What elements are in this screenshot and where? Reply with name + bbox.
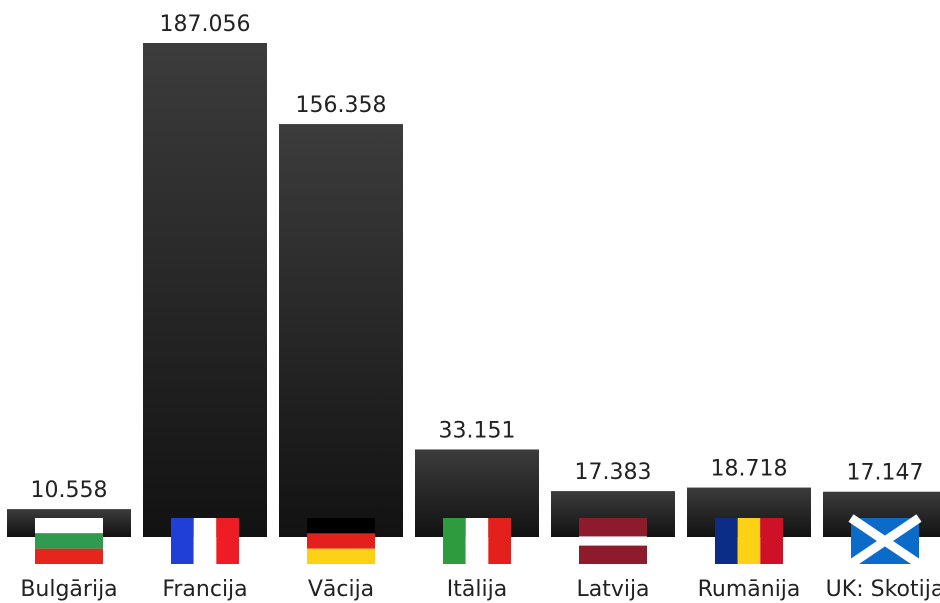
france-flag-icon [171,518,239,564]
flag-stripe [579,518,647,537]
flag-stripe [760,518,783,564]
category-label: Francija [162,577,247,602]
flag-stripe [307,533,375,549]
flag-stripe [307,518,375,534]
flag-stripe [443,518,466,564]
latvia-flag-icon [579,518,647,564]
category-label: Latvija [576,577,649,602]
flag-stripe [35,533,103,549]
flag-stripe [307,548,375,564]
flag-stripe [737,518,761,564]
value-labels-group: 10.558 187.056 156.358 33.151 17.383 18.718 17… [31,12,924,503]
category-label: Itālija [447,577,507,602]
category-label: Rumānija [698,577,801,602]
italy-flag-icon [443,518,511,564]
category-label: Bulgārija [20,577,117,602]
flag-stripe [715,518,738,564]
bar-value-label: 33.151 [439,418,516,443]
bar-value-label: 17.147 [847,461,924,486]
flag-stripe [35,548,103,564]
bar-value-label: 10.558 [31,478,108,503]
flag-stripe [35,518,103,534]
flag-stripe [465,518,489,564]
category-labels-group: Bulgārija Francija Vācija Itālija Latvija Rum… [20,577,940,602]
bulgaria-flag-icon [35,518,103,564]
saltire-stroke [848,514,922,568]
bar-value-label: 18.718 [711,457,788,482]
category-label: Vācija [308,577,374,602]
scotland-flag-icon [848,514,922,568]
bar-value-label: 156.358 [296,93,387,118]
flag-stripe [216,518,239,564]
flag-stripe [579,545,647,564]
bar [279,124,403,537]
romania-flag-icon [715,518,783,564]
category-label: UK: Skotija [826,577,940,602]
flag-stripe [488,518,511,564]
flag-stripe [579,536,647,546]
bar-value-label: 17.383 [575,460,652,485]
flag-stripe [193,518,217,564]
germany-flag-icon [307,518,375,564]
flags-group [35,514,922,568]
bar-value-label: 187.056 [160,12,251,37]
flag-stripe [171,518,194,564]
bars-group [7,43,940,537]
bar [143,43,267,537]
